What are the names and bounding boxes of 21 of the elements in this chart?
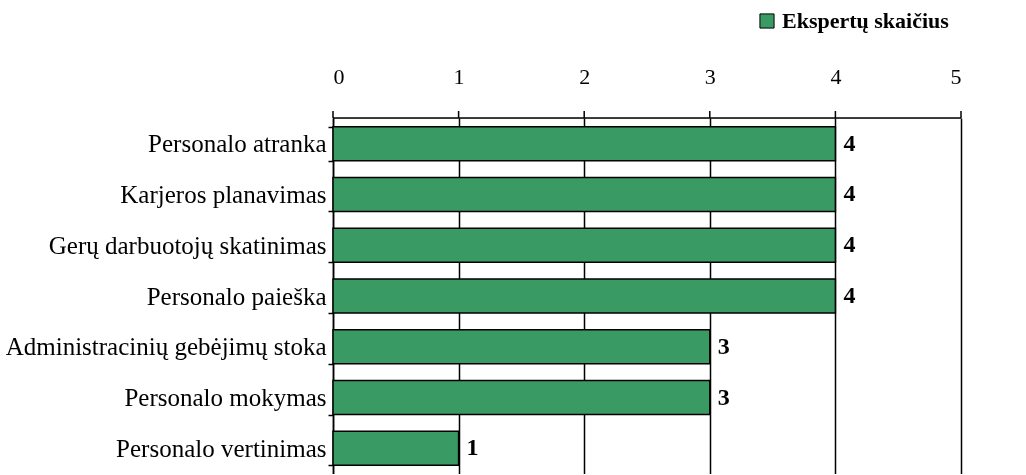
data-label: 4 (843, 282, 856, 308)
y-tick-label: Personalo mokymas (124, 384, 327, 412)
x-tick-label: 1 (453, 63, 465, 89)
x-tick-label: 5 (950, 63, 962, 89)
y-tick-label: Gerų darbuotojų skatinimas (48, 231, 327, 259)
y-tick-label: Personalo atranka (148, 130, 327, 158)
x-tick-label: 3 (704, 63, 716, 89)
y-tick-label: Karjeros planavimas (120, 180, 327, 208)
data-label: 4 (843, 129, 856, 156)
x-tick-label: 2 (579, 63, 591, 89)
data-label: 1 (466, 434, 479, 461)
x-tick-label: 0 (333, 63, 345, 89)
data-label: 4 (843, 231, 856, 258)
legend-label: Ekspertų skaičius (782, 8, 950, 33)
data-label: 4 (843, 180, 856, 207)
y-tick-label: Administracinių gebėjimų stoka (5, 333, 327, 361)
x-tick-label: 4 (830, 63, 842, 89)
data-label: 3 (717, 383, 730, 410)
data-label: 3 (717, 332, 730, 359)
y-tick-label: Personalo paieška (146, 282, 327, 310)
y-tick-label: Personalo vertinimas (116, 434, 327, 462)
